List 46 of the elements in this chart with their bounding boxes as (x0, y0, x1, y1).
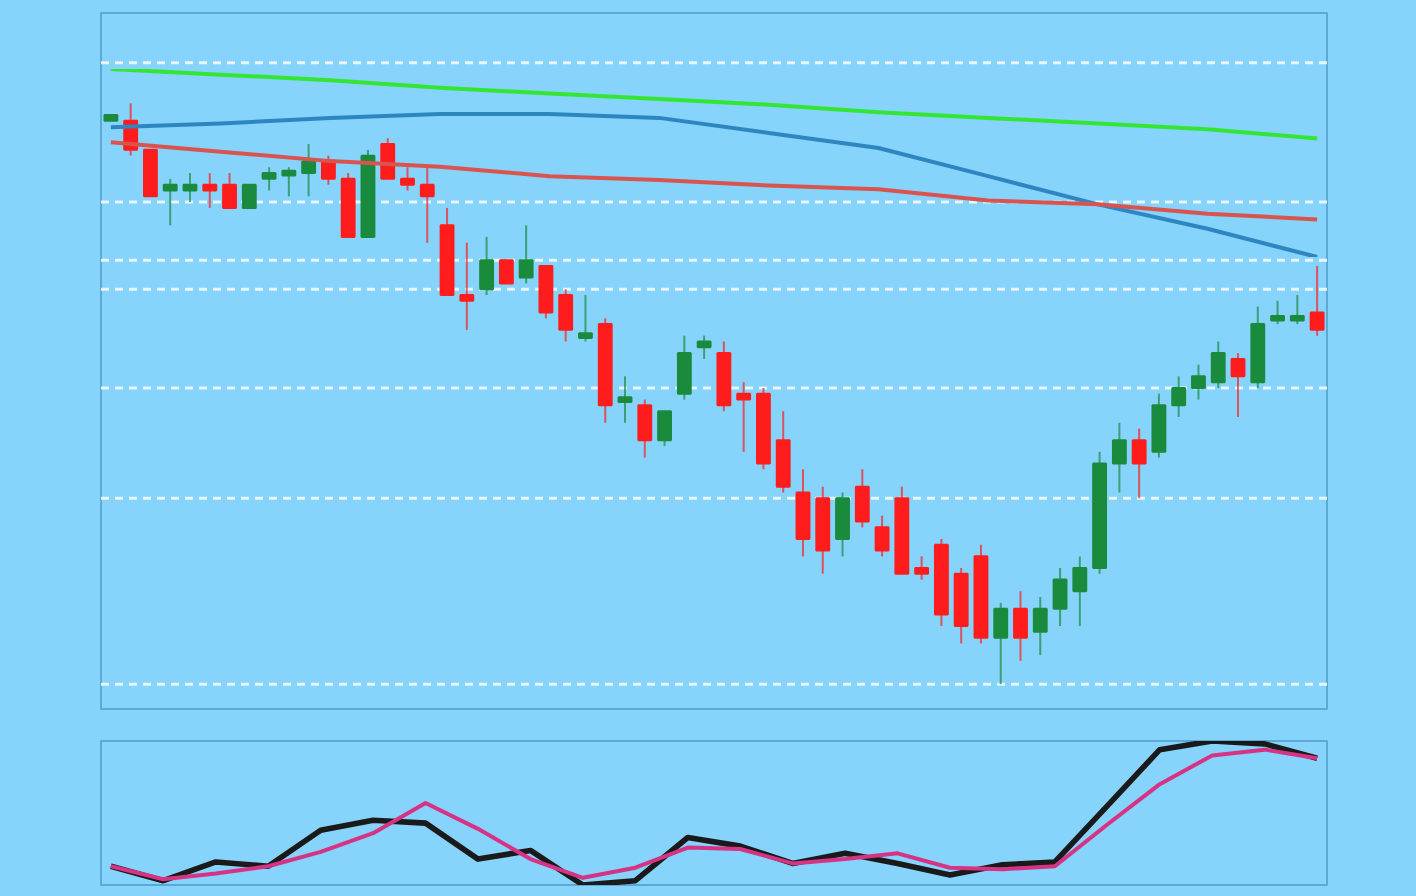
candlestick (380, 137, 396, 180)
candlestick (498, 259, 514, 285)
candlestick (222, 172, 237, 209)
candlestick (1230, 352, 1246, 418)
candlestick (479, 235, 495, 297)
candlestick (637, 398, 653, 459)
candlestick (459, 241, 475, 331)
candlestick (874, 514, 890, 558)
candlestick (1072, 555, 1088, 628)
candlestick (320, 154, 336, 186)
candlestick (1032, 596, 1048, 657)
candlestick (1289, 294, 1305, 326)
candlestick (538, 264, 554, 320)
candlestick (1309, 264, 1325, 337)
candlestick (736, 381, 752, 453)
candlestick (301, 143, 317, 198)
candlestick (162, 177, 178, 227)
candlestick (558, 288, 574, 343)
candlestick (1111, 421, 1127, 494)
candlestick (1013, 590, 1028, 662)
candlestick (775, 410, 791, 494)
candlestick (657, 410, 672, 448)
candlestick (419, 166, 435, 244)
candlestick (400, 166, 415, 192)
candlestick (1052, 566, 1068, 628)
candlestick (676, 334, 692, 401)
candlestick (518, 224, 534, 285)
candlestick (261, 166, 277, 192)
candlestick (993, 601, 1009, 686)
candlestick (1270, 299, 1285, 326)
candlestick (835, 491, 850, 558)
candlestick (143, 148, 158, 198)
candlestick (202, 172, 218, 209)
candlestick (281, 166, 297, 198)
candlestick (1171, 375, 1187, 418)
candlestick (795, 468, 811, 558)
candlestick (696, 334, 712, 360)
candlestick (617, 375, 633, 424)
candlestick (578, 294, 593, 343)
candlestick (1151, 392, 1167, 459)
candlestick (1131, 427, 1147, 500)
candlestick (1191, 363, 1206, 401)
candlestick (1210, 340, 1226, 389)
candlestick (241, 183, 257, 209)
candlestick (914, 555, 930, 581)
candlestick (854, 468, 870, 529)
